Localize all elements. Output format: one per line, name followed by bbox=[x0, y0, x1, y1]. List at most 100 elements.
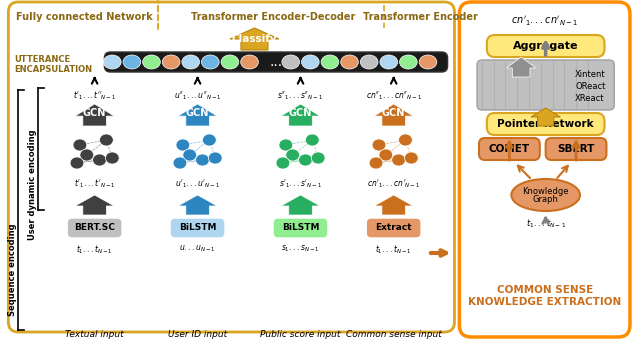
Text: $t_1 ... t_{N-1}$: $t_1 ... t_{N-1}$ bbox=[375, 243, 412, 256]
Ellipse shape bbox=[173, 157, 187, 169]
Ellipse shape bbox=[286, 149, 300, 161]
Text: Aggregate: Aggregate bbox=[513, 41, 579, 51]
Text: Sequence encoding: Sequence encoding bbox=[8, 224, 17, 316]
Text: GCN: GCN bbox=[186, 108, 209, 118]
Text: $cn'_1 ... cn'_{N-1}$: $cn'_1 ... cn'_{N-1}$ bbox=[367, 178, 420, 191]
FancyBboxPatch shape bbox=[487, 113, 605, 135]
Ellipse shape bbox=[196, 154, 209, 166]
Ellipse shape bbox=[143, 55, 160, 69]
Ellipse shape bbox=[305, 134, 319, 146]
Ellipse shape bbox=[73, 139, 87, 151]
Ellipse shape bbox=[176, 139, 189, 151]
Ellipse shape bbox=[419, 55, 437, 69]
Text: $u ... u_{N-1}$: $u ... u_{N-1}$ bbox=[179, 243, 216, 253]
Ellipse shape bbox=[202, 55, 219, 69]
FancyBboxPatch shape bbox=[460, 2, 630, 337]
Text: $cn'_1 ... cn'_{N-1}$: $cn'_1 ... cn'_{N-1}$ bbox=[511, 15, 579, 29]
Polygon shape bbox=[230, 28, 279, 50]
Text: BiLSTM: BiLSTM bbox=[179, 223, 216, 232]
Text: $t'_1 ... t''_{N-1}$: $t'_1 ... t''_{N-1}$ bbox=[73, 90, 116, 103]
FancyBboxPatch shape bbox=[477, 60, 614, 110]
Text: BERT.SC: BERT.SC bbox=[74, 223, 115, 232]
Text: $t'_1 ... t'_{N-1}$: $t'_1 ... t'_{N-1}$ bbox=[74, 178, 115, 191]
Ellipse shape bbox=[80, 149, 93, 161]
Ellipse shape bbox=[276, 157, 290, 169]
FancyBboxPatch shape bbox=[104, 52, 447, 72]
Ellipse shape bbox=[399, 55, 417, 69]
Text: GCN: GCN bbox=[289, 108, 312, 118]
Polygon shape bbox=[506, 57, 536, 77]
Text: Extract: Extract bbox=[376, 223, 412, 232]
Text: Transformer Encoder-Decoder: Transformer Encoder-Decoder bbox=[191, 12, 355, 22]
FancyBboxPatch shape bbox=[546, 138, 607, 160]
Polygon shape bbox=[531, 108, 561, 126]
Ellipse shape bbox=[360, 55, 378, 69]
Text: Pointer Network: Pointer Network bbox=[497, 119, 594, 129]
Text: $s''_1 ... s''_{N-1}$: $s''_1 ... s''_{N-1}$ bbox=[278, 90, 324, 103]
Text: Public score input: Public score input bbox=[260, 330, 340, 339]
Ellipse shape bbox=[321, 55, 339, 69]
Text: UTTERANCE
ENCAPSULATION: UTTERANCE ENCAPSULATION bbox=[14, 55, 92, 74]
Ellipse shape bbox=[379, 149, 393, 161]
Ellipse shape bbox=[311, 152, 325, 164]
Polygon shape bbox=[178, 104, 217, 126]
Ellipse shape bbox=[93, 154, 106, 166]
Ellipse shape bbox=[202, 134, 216, 146]
Text: $u'_1 ... u'_{N-1}$: $u'_1 ... u'_{N-1}$ bbox=[175, 178, 220, 191]
Text: User ID input: User ID input bbox=[168, 330, 227, 339]
Polygon shape bbox=[75, 195, 114, 215]
Ellipse shape bbox=[282, 55, 300, 69]
FancyBboxPatch shape bbox=[487, 35, 605, 57]
Text: Fully connected Network: Fully connected Network bbox=[17, 12, 153, 22]
Ellipse shape bbox=[100, 134, 113, 146]
Ellipse shape bbox=[369, 157, 383, 169]
FancyBboxPatch shape bbox=[8, 2, 454, 332]
Text: XReact: XReact bbox=[575, 94, 605, 103]
Ellipse shape bbox=[104, 55, 121, 69]
Text: Xintent: Xintent bbox=[575, 70, 605, 79]
FancyBboxPatch shape bbox=[67, 218, 122, 238]
Ellipse shape bbox=[299, 154, 312, 166]
Polygon shape bbox=[281, 104, 320, 126]
Ellipse shape bbox=[182, 55, 200, 69]
Polygon shape bbox=[178, 195, 217, 215]
Polygon shape bbox=[75, 104, 114, 126]
Ellipse shape bbox=[163, 55, 180, 69]
FancyBboxPatch shape bbox=[273, 218, 328, 238]
FancyBboxPatch shape bbox=[479, 138, 540, 160]
Polygon shape bbox=[374, 195, 413, 215]
Ellipse shape bbox=[301, 55, 319, 69]
Text: Textual input: Textual input bbox=[65, 330, 124, 339]
Text: SBERT: SBERT bbox=[557, 144, 595, 154]
Ellipse shape bbox=[279, 139, 292, 151]
Ellipse shape bbox=[340, 55, 358, 69]
Text: Transformer Encoder: Transformer Encoder bbox=[363, 12, 477, 22]
Ellipse shape bbox=[241, 55, 259, 69]
Text: $u''_1 ... u''_{N-1}$: $u''_1 ... u''_{N-1}$ bbox=[173, 90, 221, 103]
Ellipse shape bbox=[392, 154, 406, 166]
Text: $s'_1 ... s'_{N-1}$: $s'_1 ... s'_{N-1}$ bbox=[279, 178, 322, 191]
Text: GCN: GCN bbox=[382, 108, 405, 118]
Text: OReact: OReact bbox=[575, 82, 605, 91]
Text: GCN: GCN bbox=[83, 108, 106, 118]
Ellipse shape bbox=[70, 157, 84, 169]
Text: Common sense input: Common sense input bbox=[346, 330, 442, 339]
Text: COMET: COMET bbox=[489, 144, 530, 154]
Ellipse shape bbox=[380, 55, 397, 69]
Ellipse shape bbox=[123, 55, 141, 69]
Polygon shape bbox=[374, 104, 413, 126]
Text: User dynamic encoding: User dynamic encoding bbox=[28, 130, 37, 240]
Text: $s_1 ... s_{N-1}$: $s_1 ... s_{N-1}$ bbox=[281, 243, 320, 253]
Text: Graph: Graph bbox=[532, 196, 559, 204]
Text: BiLSTM: BiLSTM bbox=[282, 223, 319, 232]
Ellipse shape bbox=[372, 139, 386, 151]
Text: Classify: Classify bbox=[232, 34, 277, 44]
Text: Knowledge: Knowledge bbox=[522, 187, 569, 196]
FancyBboxPatch shape bbox=[366, 218, 421, 238]
Ellipse shape bbox=[221, 55, 239, 69]
Text: $cn''_1 ... cn''_{N-1}$: $cn''_1 ... cn''_{N-1}$ bbox=[365, 90, 422, 103]
FancyBboxPatch shape bbox=[170, 218, 225, 238]
Text: $t_1 ... t_{N-1}$: $t_1 ... t_{N-1}$ bbox=[76, 243, 113, 256]
Ellipse shape bbox=[404, 152, 418, 164]
Text: ...: ... bbox=[269, 55, 283, 69]
